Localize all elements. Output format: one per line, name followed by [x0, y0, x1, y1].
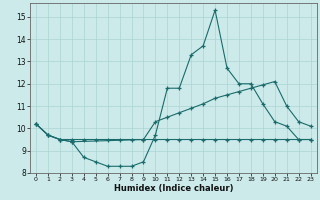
X-axis label: Humidex (Indice chaleur): Humidex (Indice chaleur)	[114, 184, 233, 193]
